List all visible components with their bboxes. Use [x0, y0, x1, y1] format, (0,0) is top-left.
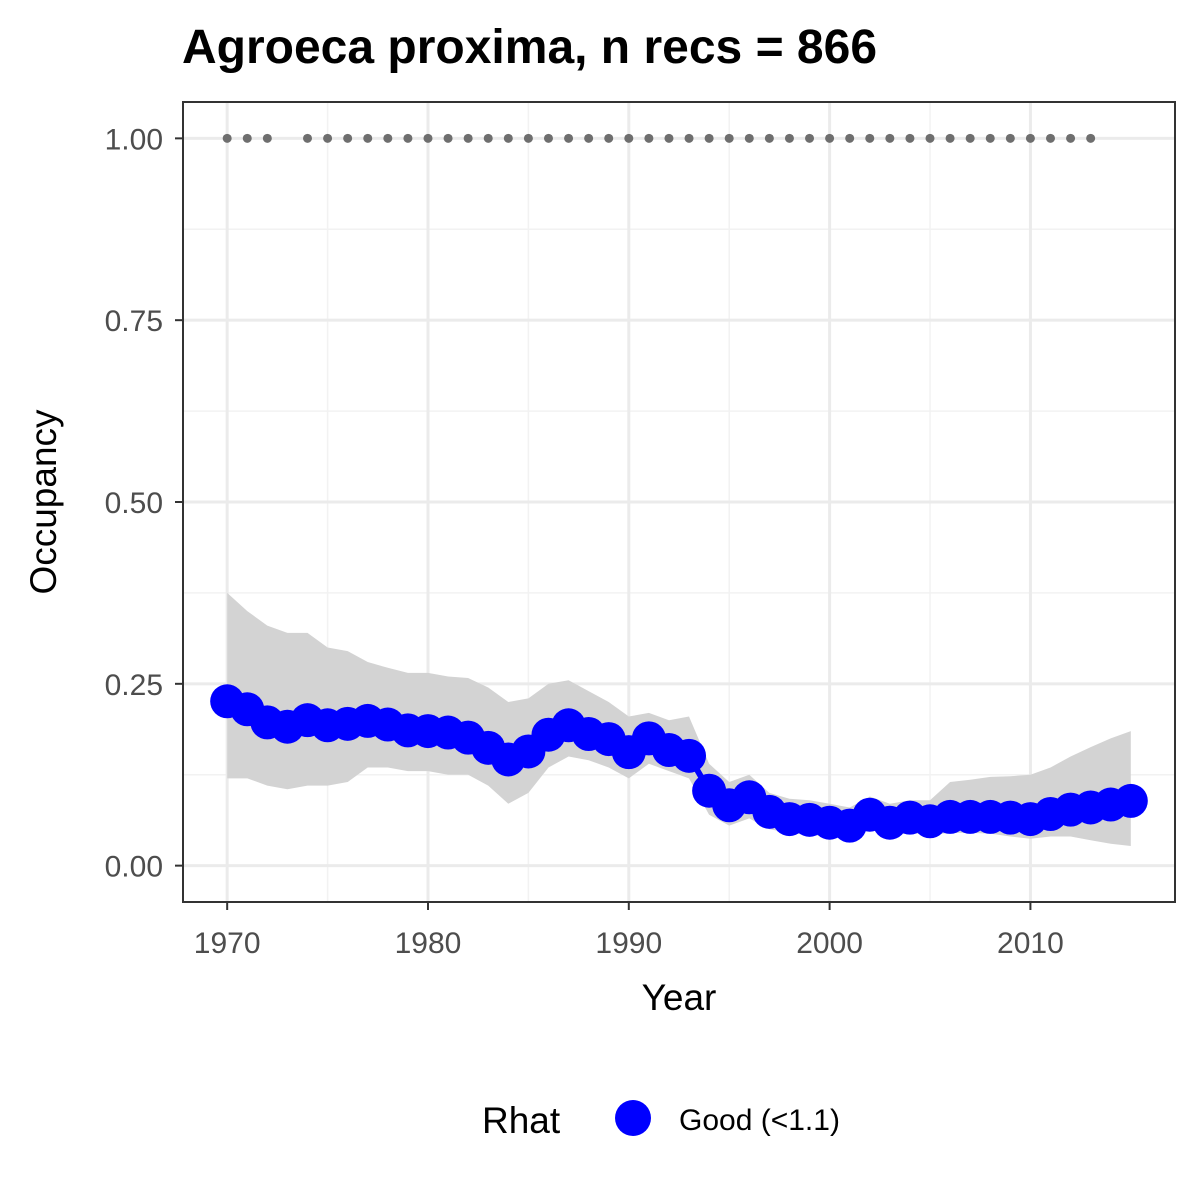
- record-point: [985, 133, 995, 143]
- record-point: [604, 133, 614, 143]
- record-point: [443, 133, 453, 143]
- occupancy-points: [210, 684, 1148, 843]
- record-point: [684, 133, 694, 143]
- record-point: [222, 133, 232, 143]
- record-point: [825, 133, 835, 143]
- record-point: [805, 133, 815, 143]
- record-point: [784, 133, 794, 143]
- y-tick-label: 0.75: [105, 305, 163, 338]
- y-tick-label: 0.25: [105, 669, 163, 702]
- record-point: [262, 133, 272, 143]
- record-point: [664, 133, 674, 143]
- record-point: [865, 133, 875, 143]
- record-point: [945, 133, 955, 143]
- x-axis-title: Year: [642, 977, 717, 1018]
- record-point: [1066, 133, 1076, 143]
- y-axis-title: Occupancy: [23, 409, 64, 595]
- record-point: [543, 133, 553, 143]
- record-point: [1086, 133, 1096, 143]
- record-point: [905, 133, 915, 143]
- legend-label-good: Good (<1.1): [679, 1104, 840, 1137]
- record-year-points: [222, 133, 1096, 143]
- record-point: [323, 133, 333, 143]
- x-tick-label: 1980: [395, 927, 462, 960]
- record-point: [885, 133, 895, 143]
- x-tick-label: 1970: [194, 927, 261, 960]
- record-point: [383, 133, 393, 143]
- record-point: [925, 133, 935, 143]
- x-tick-label: 2010: [997, 927, 1064, 960]
- y-tick-label: 0.00: [105, 851, 163, 884]
- record-point: [764, 133, 774, 143]
- record-point: [724, 133, 734, 143]
- y-tick-label: 1.00: [105, 123, 163, 156]
- record-point: [403, 133, 413, 143]
- x-tick-label: 1990: [595, 927, 662, 960]
- occupancy-point: [1113, 783, 1148, 818]
- record-point: [1045, 133, 1055, 143]
- x-axis: 1970 1980 1990 2000 2010: [194, 902, 1064, 960]
- record-point: [1005, 133, 1015, 143]
- x-tick-label: 2000: [796, 927, 863, 960]
- credible-interval-ribbon: [227, 592, 1131, 846]
- record-point: [242, 133, 252, 143]
- record-point: [584, 133, 594, 143]
- record-point: [564, 133, 574, 143]
- record-point: [463, 133, 473, 143]
- record-point: [704, 133, 714, 143]
- record-point: [343, 133, 353, 143]
- record-point: [744, 133, 754, 143]
- record-point: [845, 133, 855, 143]
- record-point: [483, 133, 493, 143]
- record-point: [503, 133, 513, 143]
- y-tick-label: 0.50: [105, 487, 163, 520]
- legend: Rhat Good (<1.1): [482, 1100, 840, 1141]
- legend-title: Rhat: [482, 1100, 561, 1141]
- record-point: [644, 133, 654, 143]
- chart-title: Agroeca proxima, n recs = 866: [182, 21, 877, 74]
- occupancy-point: [672, 738, 707, 773]
- record-point: [523, 133, 533, 143]
- plot-panel: [182, 101, 1176, 903]
- record-point: [965, 133, 975, 143]
- y-axis: 0.00 0.25 0.50 0.75 1.00: [105, 123, 183, 884]
- legend-key-good: [615, 1100, 651, 1136]
- record-point: [1025, 133, 1035, 143]
- record-point: [363, 133, 373, 143]
- record-point: [303, 133, 313, 143]
- record-point: [624, 133, 634, 143]
- record-point: [423, 133, 433, 143]
